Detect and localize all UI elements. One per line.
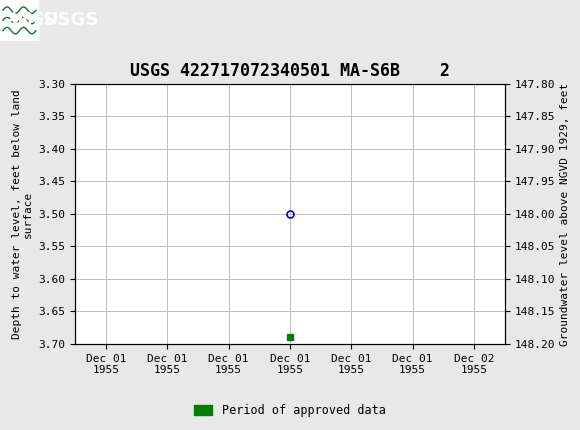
Text: USGS: USGS [44,12,99,29]
Y-axis label: Depth to water level, feet below land
surface: Depth to water level, feet below land su… [12,89,33,339]
Bar [2,3,38,37]
Text: ≡: ≡ [3,11,19,30]
Text: USGS: USGS [12,12,55,29]
Bar [0,0,38,41]
Legend: Period of approved data: Period of approved data [190,399,390,422]
Y-axis label: Groundwater level above NGVD 1929, feet: Groundwater level above NGVD 1929, feet [560,82,570,346]
Text: USGS 422717072340501 MA-S6B    2: USGS 422717072340501 MA-S6B 2 [130,61,450,80]
